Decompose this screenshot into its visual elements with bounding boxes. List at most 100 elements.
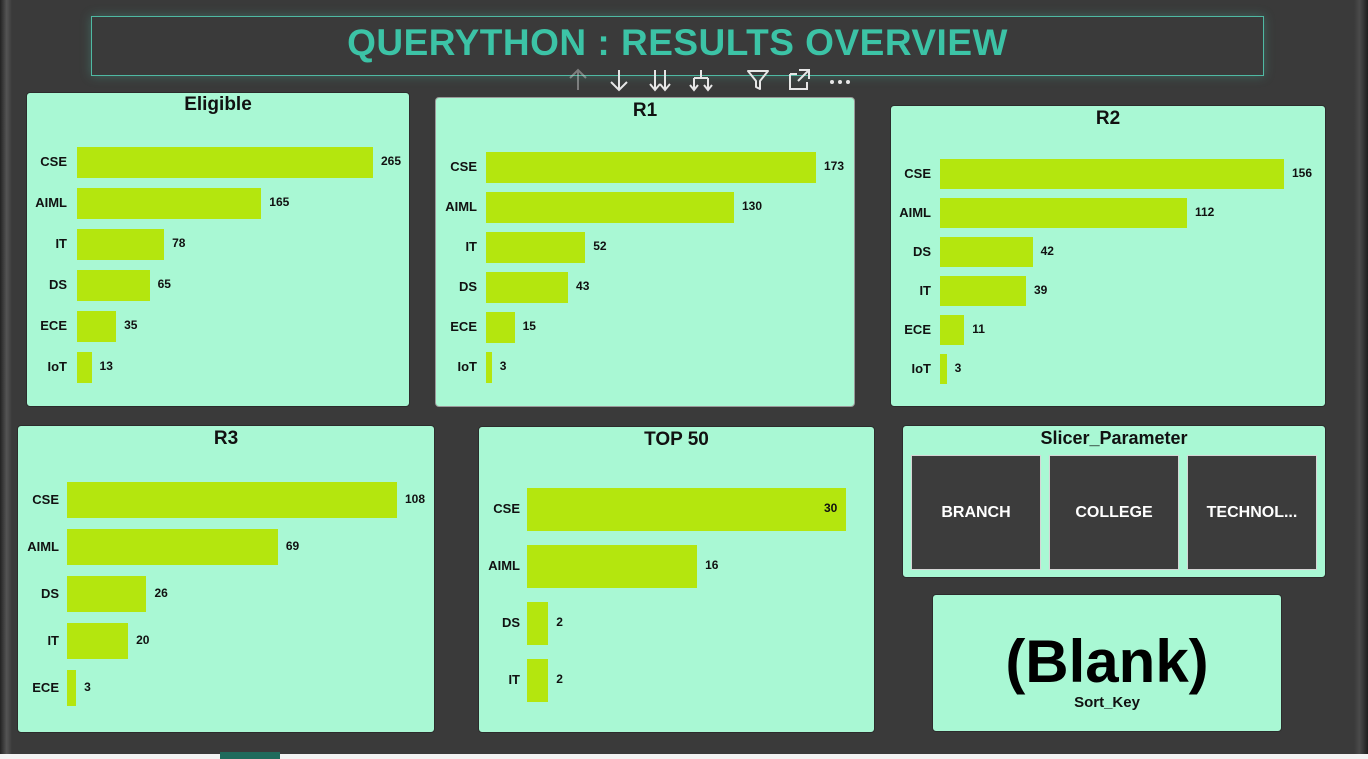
r1-chart[interactable]: R1 CSE 173 AIML 130 IT 52 DS 43 ECE 15 IoT 3	[435, 97, 855, 407]
bar-value-ece: 3	[84, 680, 91, 694]
bar-value-ds: 43	[576, 279, 590, 293]
bar-value-aiml: 165	[269, 195, 290, 209]
bar-label-cse: CSE	[32, 492, 59, 507]
bar-cse[interactable]	[527, 487, 846, 531]
bar-label-ds: DS	[40, 586, 59, 601]
bar-ece[interactable]	[77, 310, 117, 342]
bar-value-it: 52	[593, 239, 607, 253]
chart-title: R1	[632, 100, 658, 121]
bar-cse[interactable]	[486, 151, 816, 183]
bar-ece[interactable]	[486, 311, 515, 343]
bar-label-aiml: AIML	[899, 205, 931, 220]
top50-chart[interactable]: TOP 50 CSE 30 AIML 16 DS 2 IT 2	[478, 426, 875, 733]
bar-label-aiml: AIML	[35, 195, 67, 210]
bar-label-aiml: AIML	[27, 539, 59, 554]
bar-it[interactable]	[527, 658, 549, 702]
canvas-left-edge	[0, 0, 12, 759]
bar-label-it: IT	[47, 633, 59, 648]
bar-aiml[interactable]	[486, 191, 734, 223]
slicer-option-technology[interactable]: TECHNOL...	[1187, 455, 1317, 570]
bar-ds[interactable]	[527, 601, 549, 645]
bar-label-ds: DS	[912, 244, 931, 259]
bar-aiml[interactable]	[67, 529, 278, 565]
bar-label-cse: CSE	[904, 166, 931, 181]
bar-aiml[interactable]	[77, 187, 262, 219]
report-title: QUERYTHON : RESULTS OVERVIEW	[347, 22, 1008, 63]
bar-label-ds: DS	[458, 279, 477, 294]
slicer-option-college[interactable]: COLLEGE	[1049, 455, 1179, 570]
bar-value-it: 2	[556, 672, 563, 686]
bar-ece[interactable]	[67, 670, 77, 706]
bar-label-ece: ECE	[450, 319, 477, 334]
bar-value-it: 20	[136, 633, 150, 647]
bar-label-ece: ECE	[904, 322, 931, 337]
slicer-option-branch[interactable]: BRANCH	[911, 455, 1041, 570]
chart-title: Eligible	[184, 94, 252, 115]
chart-title: TOP 50	[644, 429, 709, 450]
focus-mode-icon[interactable]	[785, 66, 813, 94]
bar-iot[interactable]	[77, 351, 92, 383]
bar-label-cse: CSE	[450, 159, 477, 174]
bar-cse[interactable]	[940, 159, 1284, 189]
bar-it[interactable]	[940, 276, 1026, 306]
bar-aiml[interactable]	[940, 198, 1187, 228]
bar-label-iot: IoT	[47, 359, 68, 374]
arrow-down-icon[interactable]	[605, 66, 633, 94]
bar-ece[interactable]	[940, 315, 965, 345]
bar-it[interactable]	[486, 231, 586, 263]
expand-hierarchy-icon[interactable]	[687, 66, 715, 94]
bar-value-iot: 13	[99, 359, 113, 373]
bar-value-cse: 265	[381, 154, 402, 168]
filter-icon[interactable]	[744, 66, 772, 94]
r3-chart[interactable]: R3 CSE 108 AIML 69 DS 26 IT 20 ECE 3	[17, 425, 435, 733]
more-options-icon[interactable]	[826, 66, 854, 94]
bar-label-iot: IoT	[457, 359, 478, 374]
bar-cse[interactable]	[77, 146, 373, 178]
sort-key-card: (Blank) Sort_Key	[932, 594, 1282, 732]
card-value: (Blank)	[1005, 628, 1209, 695]
bar-value-cse: 156	[1292, 166, 1313, 180]
bar-label-ece: ECE	[40, 318, 67, 333]
bar-label-ece: ECE	[32, 680, 59, 695]
chart-title: R2	[1095, 108, 1121, 129]
canvas-right-edge	[1354, 0, 1368, 759]
visual-header-toolbar	[564, 65, 867, 95]
bar-value-ds: 65	[157, 277, 171, 291]
bar-it[interactable]	[77, 228, 165, 260]
bar-value-ds: 26	[154, 586, 168, 600]
active-page-tab[interactable]	[220, 752, 280, 759]
arrow-up-icon[interactable]	[564, 66, 592, 94]
bar-cse[interactable]	[67, 482, 397, 518]
bar-value-cse: 30	[824, 501, 838, 515]
bar-label-iot: IoT	[911, 361, 932, 376]
bar-iot[interactable]	[486, 351, 492, 383]
bar-label-it: IT	[465, 239, 477, 254]
bar-it[interactable]	[67, 623, 129, 659]
double-arrow-down-icon[interactable]	[646, 66, 674, 94]
bar-label-aiml: AIML	[488, 558, 520, 573]
bar-value-aiml: 130	[741, 199, 762, 213]
bar-aiml[interactable]	[527, 544, 698, 588]
bar-value-ece: 15	[522, 319, 536, 333]
slicer-parameter: Slicer_Parameter BRANCH COLLEGE TECHNOL.…	[902, 425, 1326, 578]
bar-value-it: 78	[172, 236, 186, 250]
bar-value-ece: 35	[124, 318, 138, 332]
bar-value-it: 39	[1034, 283, 1048, 297]
bar-ds[interactable]	[486, 271, 569, 303]
bar-label-it: IT	[508, 672, 520, 687]
bar-ds[interactable]	[940, 237, 1033, 267]
bar-label-aiml: AIML	[445, 199, 477, 214]
bar-ds[interactable]	[77, 269, 150, 301]
bar-value-aiml: 69	[285, 539, 300, 553]
bar-iot[interactable]	[940, 354, 947, 384]
eligible-chart[interactable]: Eligible CSE 265 AIML 165 IT 78 DS 65 ECE 35 IoT 13	[26, 92, 410, 407]
bar-label-it: IT	[919, 283, 931, 298]
bar-ds[interactable]	[67, 576, 147, 612]
bar-value-aiml: 112	[1194, 205, 1215, 219]
bar-value-ds: 2	[556, 615, 563, 629]
bar-value-cse: 173	[824, 159, 845, 173]
report-title-box: QUERYTHON : RESULTS OVERVIEW	[91, 16, 1264, 76]
r2-chart[interactable]: R2 CSE 156 AIML 112 DS 42 IT 39 ECE 11 IoT 3	[890, 105, 1326, 407]
bar-value-ds: 42	[1040, 244, 1054, 258]
chart-title: R3	[213, 428, 239, 449]
